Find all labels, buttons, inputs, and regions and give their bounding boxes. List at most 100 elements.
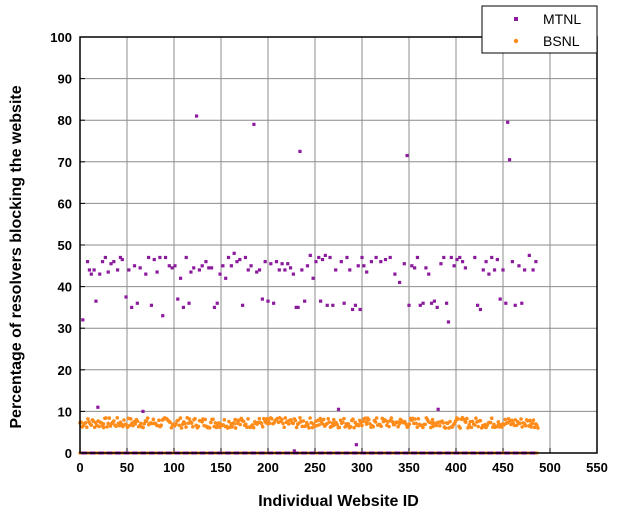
point-mtnl (218, 273, 221, 276)
point-bsnl (307, 426, 311, 430)
point-mtnl (427, 273, 430, 276)
point-mtnl (508, 158, 511, 161)
point-mtnl (520, 302, 523, 305)
point-bsnl (291, 422, 295, 426)
point-mtnl (319, 300, 322, 303)
point-mtnl (473, 256, 476, 259)
point-bsnl (417, 417, 421, 421)
point-bsnl (152, 418, 156, 422)
point-mtnl (351, 308, 354, 311)
point-mtnl (153, 258, 156, 261)
y-tick-label: 40 (58, 280, 72, 295)
point-bsnl (102, 422, 106, 426)
point-bsnl (317, 423, 321, 427)
point-bsnl (398, 420, 402, 424)
point-mtnl (187, 302, 190, 305)
point-bsnl (135, 418, 139, 422)
point-mtnl (326, 304, 329, 307)
x-tick-label: 400 (445, 460, 467, 475)
point-mtnl (487, 273, 490, 276)
point-mtnl (482, 268, 485, 271)
point-mtnl (523, 268, 526, 271)
point-mtnl (296, 306, 299, 309)
point-mtnl (445, 302, 448, 305)
x-tick-label: 500 (539, 460, 561, 475)
point-mtnl (185, 256, 188, 259)
point-bsnl (536, 426, 540, 430)
point-bsnl (326, 417, 330, 421)
point-bsnl (465, 417, 469, 421)
data-points (78, 114, 540, 454)
point-mtnl (511, 260, 514, 263)
point-mtnl (293, 449, 296, 452)
point-mtnl (207, 266, 210, 269)
point-mtnl (403, 262, 406, 265)
point-mtnl (224, 277, 227, 280)
point-mtnl (343, 302, 346, 305)
point-bsnl (299, 420, 303, 424)
x-tick-labels: 0 50 100 150 200 250 300 350 400 450 500 550 (76, 460, 607, 475)
point-mtnl (484, 260, 487, 263)
point-mtnl (407, 304, 410, 307)
point-bsnl (414, 422, 418, 426)
point-bsnl (234, 426, 238, 430)
point-bsnl (518, 421, 522, 425)
point-mtnl (398, 281, 401, 284)
point-bsnl (479, 419, 483, 423)
point-mtnl (255, 270, 258, 273)
point-bsnl (287, 422, 291, 426)
point-mtnl (389, 256, 392, 259)
point-bsnl (246, 417, 250, 421)
point-mtnl (264, 260, 267, 263)
point-bsnl (524, 424, 528, 428)
point-mtnl (155, 270, 158, 273)
point-mtnl (96, 406, 99, 409)
point-mtnl (517, 264, 520, 267)
point-bsnl (503, 418, 507, 422)
point-bsnl (322, 418, 326, 422)
y-tick-label: 60 (58, 196, 72, 211)
point-mtnl (168, 264, 171, 267)
point-bsnl (497, 420, 501, 424)
point-mtnl (261, 297, 264, 300)
point-mtnl (201, 264, 204, 267)
point-mtnl (269, 262, 272, 265)
point-bsnl (102, 426, 106, 430)
point-mtnl (116, 268, 119, 271)
x-tick-label: 350 (398, 460, 420, 475)
x-tick-label: 250 (304, 460, 326, 475)
point-mtnl (430, 302, 433, 305)
point-mtnl (221, 264, 224, 267)
point-mtnl (416, 256, 419, 259)
point-mtnl (442, 256, 445, 259)
point-bsnl (520, 425, 524, 429)
point-mtnl (210, 266, 213, 269)
point-bsnl (519, 417, 523, 421)
point-bsnl (431, 418, 435, 422)
point-mtnl (216, 302, 219, 305)
point-mtnl (357, 264, 360, 267)
point-mtnl (158, 256, 161, 259)
point-bsnl (242, 420, 246, 424)
point-mtnl (241, 304, 244, 307)
point-mtnl (499, 297, 502, 300)
point-mtnl (278, 268, 281, 271)
point-bsnl (476, 425, 480, 429)
point-bsnl (529, 422, 533, 426)
point-bsnl (421, 426, 425, 430)
x-tick-label: 100 (163, 460, 185, 475)
point-mtnl (410, 264, 413, 267)
point-mtnl (272, 302, 275, 305)
point-mtnl (227, 256, 230, 259)
point-bsnl (379, 425, 383, 429)
point-mtnl (436, 306, 439, 309)
x-tick-label: 200 (257, 460, 279, 475)
point-bsnl (260, 422, 264, 426)
y-tick-label: 50 (58, 238, 72, 253)
point-mtnl (528, 254, 531, 257)
point-mtnl (506, 121, 509, 124)
point-mtnl (150, 304, 153, 307)
point-mtnl (93, 268, 96, 271)
point-bsnl (342, 417, 346, 421)
point-mtnl (328, 256, 331, 259)
